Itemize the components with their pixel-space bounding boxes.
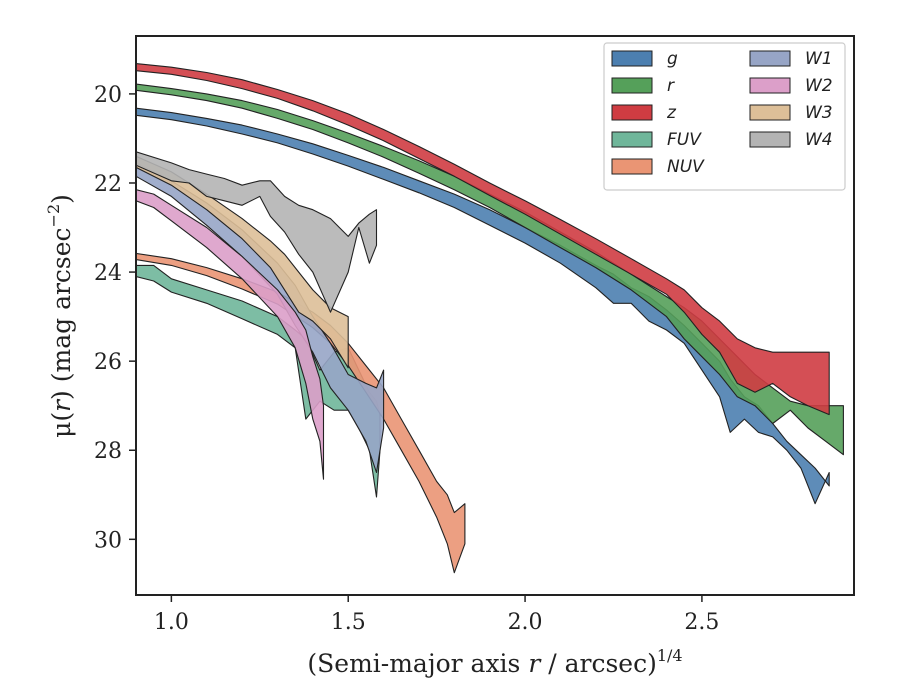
tick-layer: 1.0 1.5 2.0 2.5 20 22 24 26 28 30 bbox=[94, 83, 719, 635]
band-g bbox=[136, 107, 830, 505]
legend-swatch-r bbox=[611, 77, 653, 94]
legend-swatch-w2 bbox=[749, 77, 791, 94]
legend-label-z: z bbox=[666, 103, 677, 123]
legend-label-w1: W1 bbox=[805, 49, 833, 69]
band-z bbox=[136, 63, 830, 416]
legend-swatch-nuv bbox=[611, 158, 653, 175]
y-tick-label: 20 bbox=[94, 83, 122, 108]
x-tick-label: 1.0 bbox=[154, 610, 189, 635]
band-w4 bbox=[136, 151, 378, 313]
plot-frame bbox=[135, 35, 855, 596]
y-tick-label: 22 bbox=[94, 172, 122, 197]
band-r bbox=[136, 83, 844, 456]
legend-label-nuv: NUV bbox=[667, 157, 705, 177]
series-layer bbox=[136, 63, 844, 574]
y-tick-label: 26 bbox=[94, 350, 122, 375]
legend-swatch-w4 bbox=[749, 131, 791, 148]
legend-label-r: r bbox=[667, 76, 675, 96]
x-tick-label: 2.0 bbox=[508, 610, 543, 635]
legend-label-w2: W2 bbox=[805, 76, 833, 96]
legend-swatch-g bbox=[611, 50, 653, 67]
legend-swatch-w3 bbox=[749, 104, 791, 121]
legend-swatch-z bbox=[611, 104, 653, 121]
legend-swatch-fuv bbox=[611, 131, 653, 148]
band-w2 bbox=[136, 189, 325, 480]
y-tick-label: 30 bbox=[94, 528, 122, 553]
legend-label-w3: W3 bbox=[805, 103, 833, 123]
y-tick-label: 28 bbox=[94, 439, 122, 464]
x-tick-label: 1.5 bbox=[331, 610, 366, 635]
y-tick-label: 24 bbox=[94, 261, 122, 286]
legend-label-w4: W4 bbox=[805, 130, 833, 150]
x-tick-label: 2.5 bbox=[684, 610, 719, 635]
legend-label-g: g bbox=[667, 49, 678, 69]
x-axis-label: (Semi-major axis r / arcsec)1/4 bbox=[307, 646, 682, 678]
band-w3 bbox=[136, 155, 349, 369]
legend: grz FUV NUV W1 W2 W3 W4 bbox=[603, 42, 846, 191]
y-axis-label: μ(r) (mag arcsec−2) bbox=[44, 194, 76, 438]
legend-swatch-w1 bbox=[749, 50, 791, 67]
legend-label-fuv: FUV bbox=[667, 130, 702, 150]
